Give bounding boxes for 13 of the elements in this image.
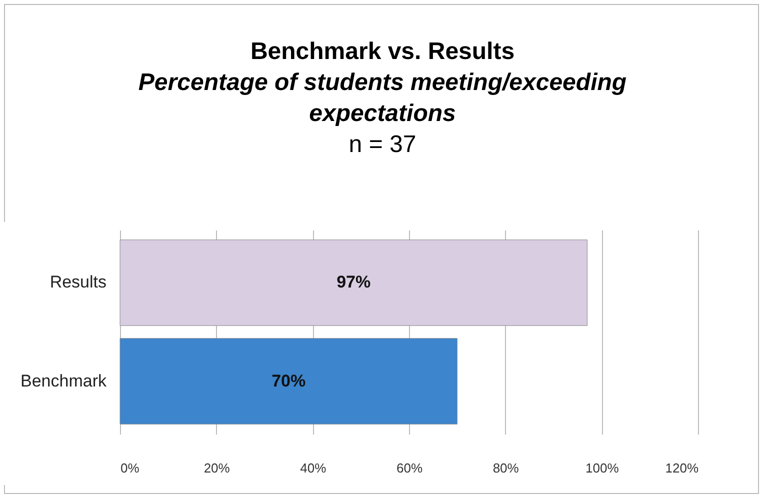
x-tick-label: 60% xyxy=(396,460,423,476)
data-label: 97% xyxy=(336,272,371,292)
x-tick-label: 20% xyxy=(204,460,230,476)
chart-title: Benchmark vs. Results xyxy=(249,37,516,67)
y-tick-label: Results xyxy=(50,272,106,292)
text: n = 37 xyxy=(348,130,418,160)
data-label: 70% xyxy=(272,371,306,390)
x-tick-label: 120% xyxy=(665,460,699,476)
x-tick-label: 0% xyxy=(120,460,140,476)
x-tick-label: 40% xyxy=(300,460,327,476)
x-tick-label: 100% xyxy=(586,460,620,476)
x-tick-label: 80% xyxy=(492,460,520,476)
y-tick-label: Benchmark xyxy=(20,371,107,390)
